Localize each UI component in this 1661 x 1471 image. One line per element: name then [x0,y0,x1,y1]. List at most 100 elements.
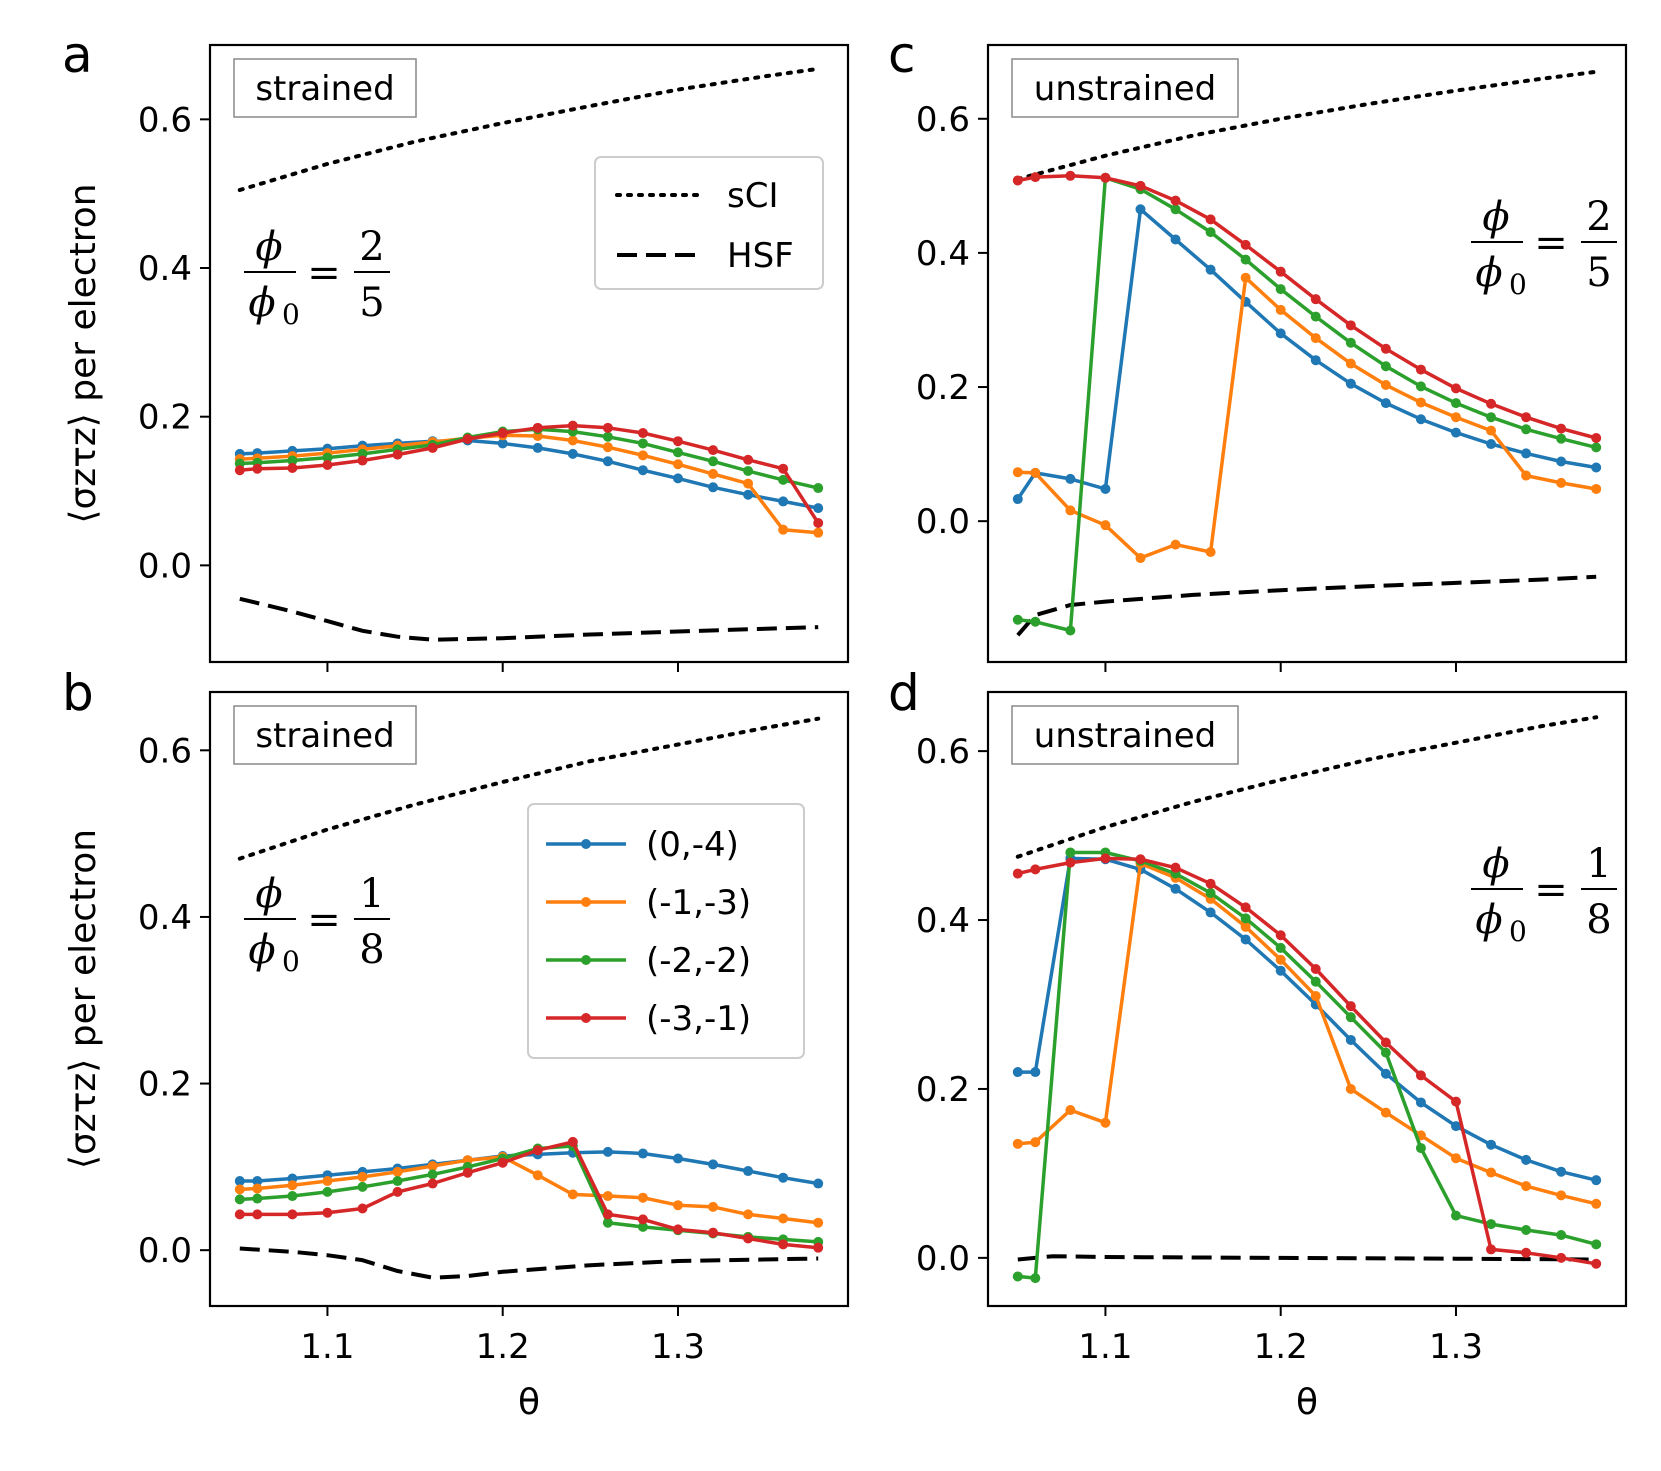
data-point [1170,195,1181,206]
data-point [1486,412,1497,423]
data-point [1030,1067,1041,1078]
data-point [602,1217,613,1228]
reference-line-sci [1015,715,1599,859]
data-point [1591,1258,1602,1269]
data-point [1030,616,1041,627]
data-point [1450,412,1461,423]
data-point [1012,868,1023,879]
data-point [1450,1096,1461,1107]
y-tick-label: 0.4 [916,234,970,274]
y-tick-label: 0.2 [138,1065,192,1105]
data-point [1240,921,1251,932]
panel-letter-d: d [888,664,920,722]
data-point [1065,1105,1076,1116]
data-point [357,455,368,466]
data-point [1556,1166,1567,1177]
y-tick-label: 0.2 [916,368,970,408]
series-line [1017,275,1597,560]
data-point [1240,913,1251,924]
data-point [322,1186,333,1197]
data-point [1275,328,1286,339]
data-point [637,1148,648,1159]
data-point [287,462,298,473]
panel-a: a 0.0 0.2 0.4 0.6 ⟨σzτz⟩ per electron strained… [62,26,850,672]
y-tick-label: 0.2 [138,398,192,438]
data-point [427,442,438,453]
series-line [239,1155,819,1225]
data-point [1275,942,1286,953]
legend-marker [581,839,591,849]
phi0-subscript: 0 [1509,915,1527,948]
data-point [1521,470,1532,481]
data-point [743,478,754,489]
data-point [357,1181,368,1192]
data-point [427,1169,438,1180]
legend-marker [581,1013,591,1023]
data-point [1521,1247,1532,1258]
data-point [1345,1001,1356,1012]
data-point [1065,473,1076,484]
data-point [1205,227,1216,238]
data-point [1345,1083,1356,1094]
legend-label: HSF [727,236,794,276]
data-point [743,489,754,500]
data-point [1486,425,1497,436]
data-point [602,1209,613,1220]
data-point [567,435,578,446]
data-point [532,442,543,453]
series-line [239,423,820,524]
data-point [1345,1012,1356,1023]
data-point [234,1209,245,1220]
data-point [1450,1121,1461,1132]
data-point [1205,547,1216,558]
phi0-subscript: 0 [282,298,300,331]
y-tick-label: 0.6 [138,731,192,771]
phi0-symbol: ϕ [1475,897,1502,943]
data-point [1205,214,1216,225]
panel-d: d 0.0 0.2 0.4 0.6 1.1 1.2 1.3 θ unstrained ϕϕ 0= 1 8 [888,664,1628,1423]
legend: (0,-4) (-1,-3) (-2,-2) (-3,-1) [527,803,805,1059]
data-point [1170,539,1181,550]
data-point [1170,883,1181,894]
data-point [287,1180,298,1191]
data-point [532,422,543,433]
condition-box [1011,705,1239,765]
data-point [1065,625,1076,636]
data-point [1012,494,1023,505]
data-point [602,1191,613,1202]
series-line [1017,861,1597,1206]
data-point [1521,1154,1532,1165]
data-point [252,1209,263,1220]
data-point [287,1209,298,1220]
data-point [322,1176,333,1187]
data-point [1205,264,1216,275]
data-point [1170,862,1181,873]
data-point [1486,1219,1497,1230]
data-point [1345,337,1356,348]
data-point [1556,423,1567,434]
data-point [637,438,648,449]
data-point [672,447,683,458]
data-point [287,1191,298,1202]
data-point [1135,854,1146,865]
data-point [427,1161,438,1172]
data-point [778,474,789,485]
data-point [1450,398,1461,409]
data-point [1556,1190,1567,1201]
data-point [1100,1117,1111,1128]
data-point [602,456,613,467]
data-point [1310,964,1321,975]
data-point [813,517,824,528]
series-line [1017,856,1597,1182]
data-point [1065,170,1076,181]
y-axis-label: ⟨σzτz⟩ per electron [63,183,104,523]
data-point [743,1209,754,1220]
data-point [1380,1068,1391,1079]
data-point [462,433,473,444]
panel-letter-b: b [62,664,94,722]
y-tick-label: 0.0 [138,546,192,586]
data-point [1012,1067,1023,1078]
data-point [1275,965,1286,976]
phi0-subscript: 0 [282,945,300,978]
